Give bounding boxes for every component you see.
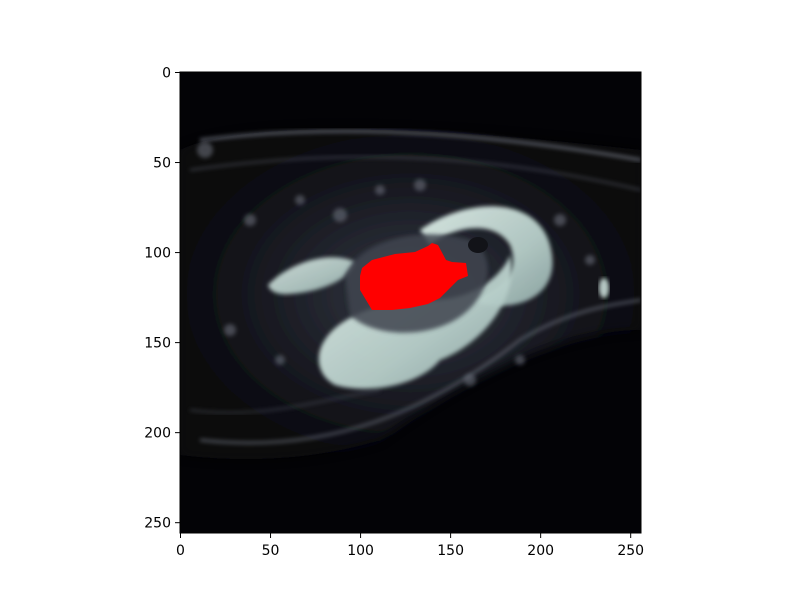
x-tick-label: 150: [437, 543, 464, 559]
x-tick-label: 100: [347, 543, 374, 559]
y-tick-label: 100: [144, 246, 171, 262]
x-tick-label: 0: [176, 543, 185, 559]
y-tick-label: 0: [162, 66, 171, 82]
y-tick-label: 150: [144, 336, 171, 352]
y-tick-label: 50: [153, 156, 171, 172]
y-axis: 0 50 100 150 200 250: [144, 66, 180, 532]
y-tick-label: 200: [144, 426, 171, 442]
x-axis: 0 50 100 150 200 250: [176, 533, 644, 559]
x-tick-label: 200: [527, 543, 554, 559]
segmentation-mask: [360, 243, 468, 310]
x-tick-label: 250: [617, 543, 644, 559]
y-tick-label: 250: [144, 516, 171, 532]
x-tick-label: 50: [262, 543, 280, 559]
plot-frame: [179, 71, 642, 534]
